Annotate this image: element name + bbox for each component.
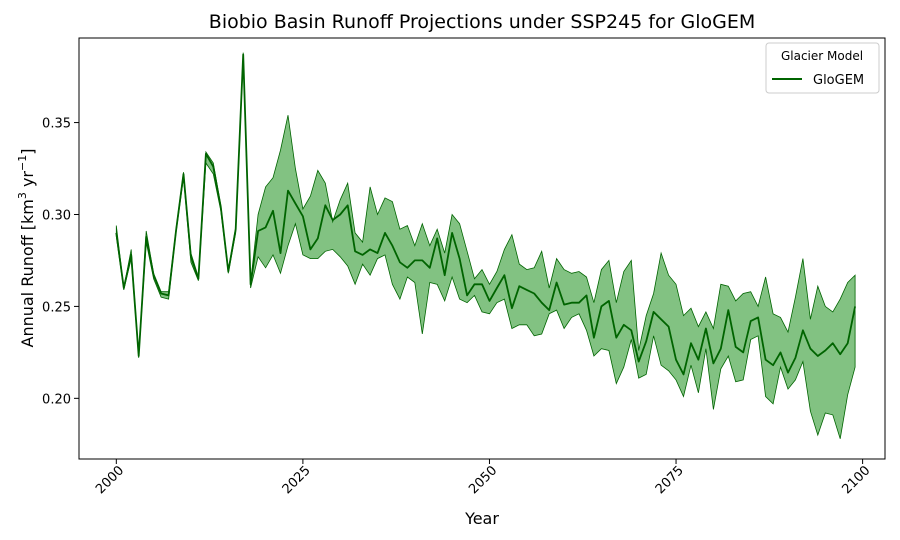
series-line-glogem [115, 53, 856, 376]
y-axis-title-mid: yr [18, 171, 37, 193]
y-axis-title-sup2: −1 [16, 155, 29, 171]
y-tick-label-0.30: 0.30 [42, 208, 71, 223]
y-tick-label-0.20: 0.20 [42, 392, 71, 407]
legend-label-glogem: GloGEM [813, 73, 864, 88]
y-axis: 0.20 0.25 0.30 0.35 [42, 117, 79, 407]
y-axis-title-main: Annual Runoff [km [18, 199, 37, 347]
y-tick-label-0.35: 0.35 [42, 117, 71, 132]
legend-box [765, 42, 880, 94]
y-axis-title-end: ] [18, 149, 37, 155]
y-axis-title: Annual Runoff [km3 yr−1] [16, 149, 37, 348]
plot-frame [78, 37, 886, 460]
uncertainty-band [115, 52, 856, 439]
chart-title: Biobio Basin Runoff Projections under SS… [209, 11, 755, 33]
x-axis-title: Year [464, 509, 499, 528]
y-tick-label-0.25: 0.25 [42, 300, 71, 315]
legend-title: Glacier Model [781, 49, 863, 63]
plot-area [115, 52, 856, 439]
legend: Glacier Model GloGEM [765, 42, 880, 94]
y-axis-title-sup1: 3 [16, 192, 29, 199]
